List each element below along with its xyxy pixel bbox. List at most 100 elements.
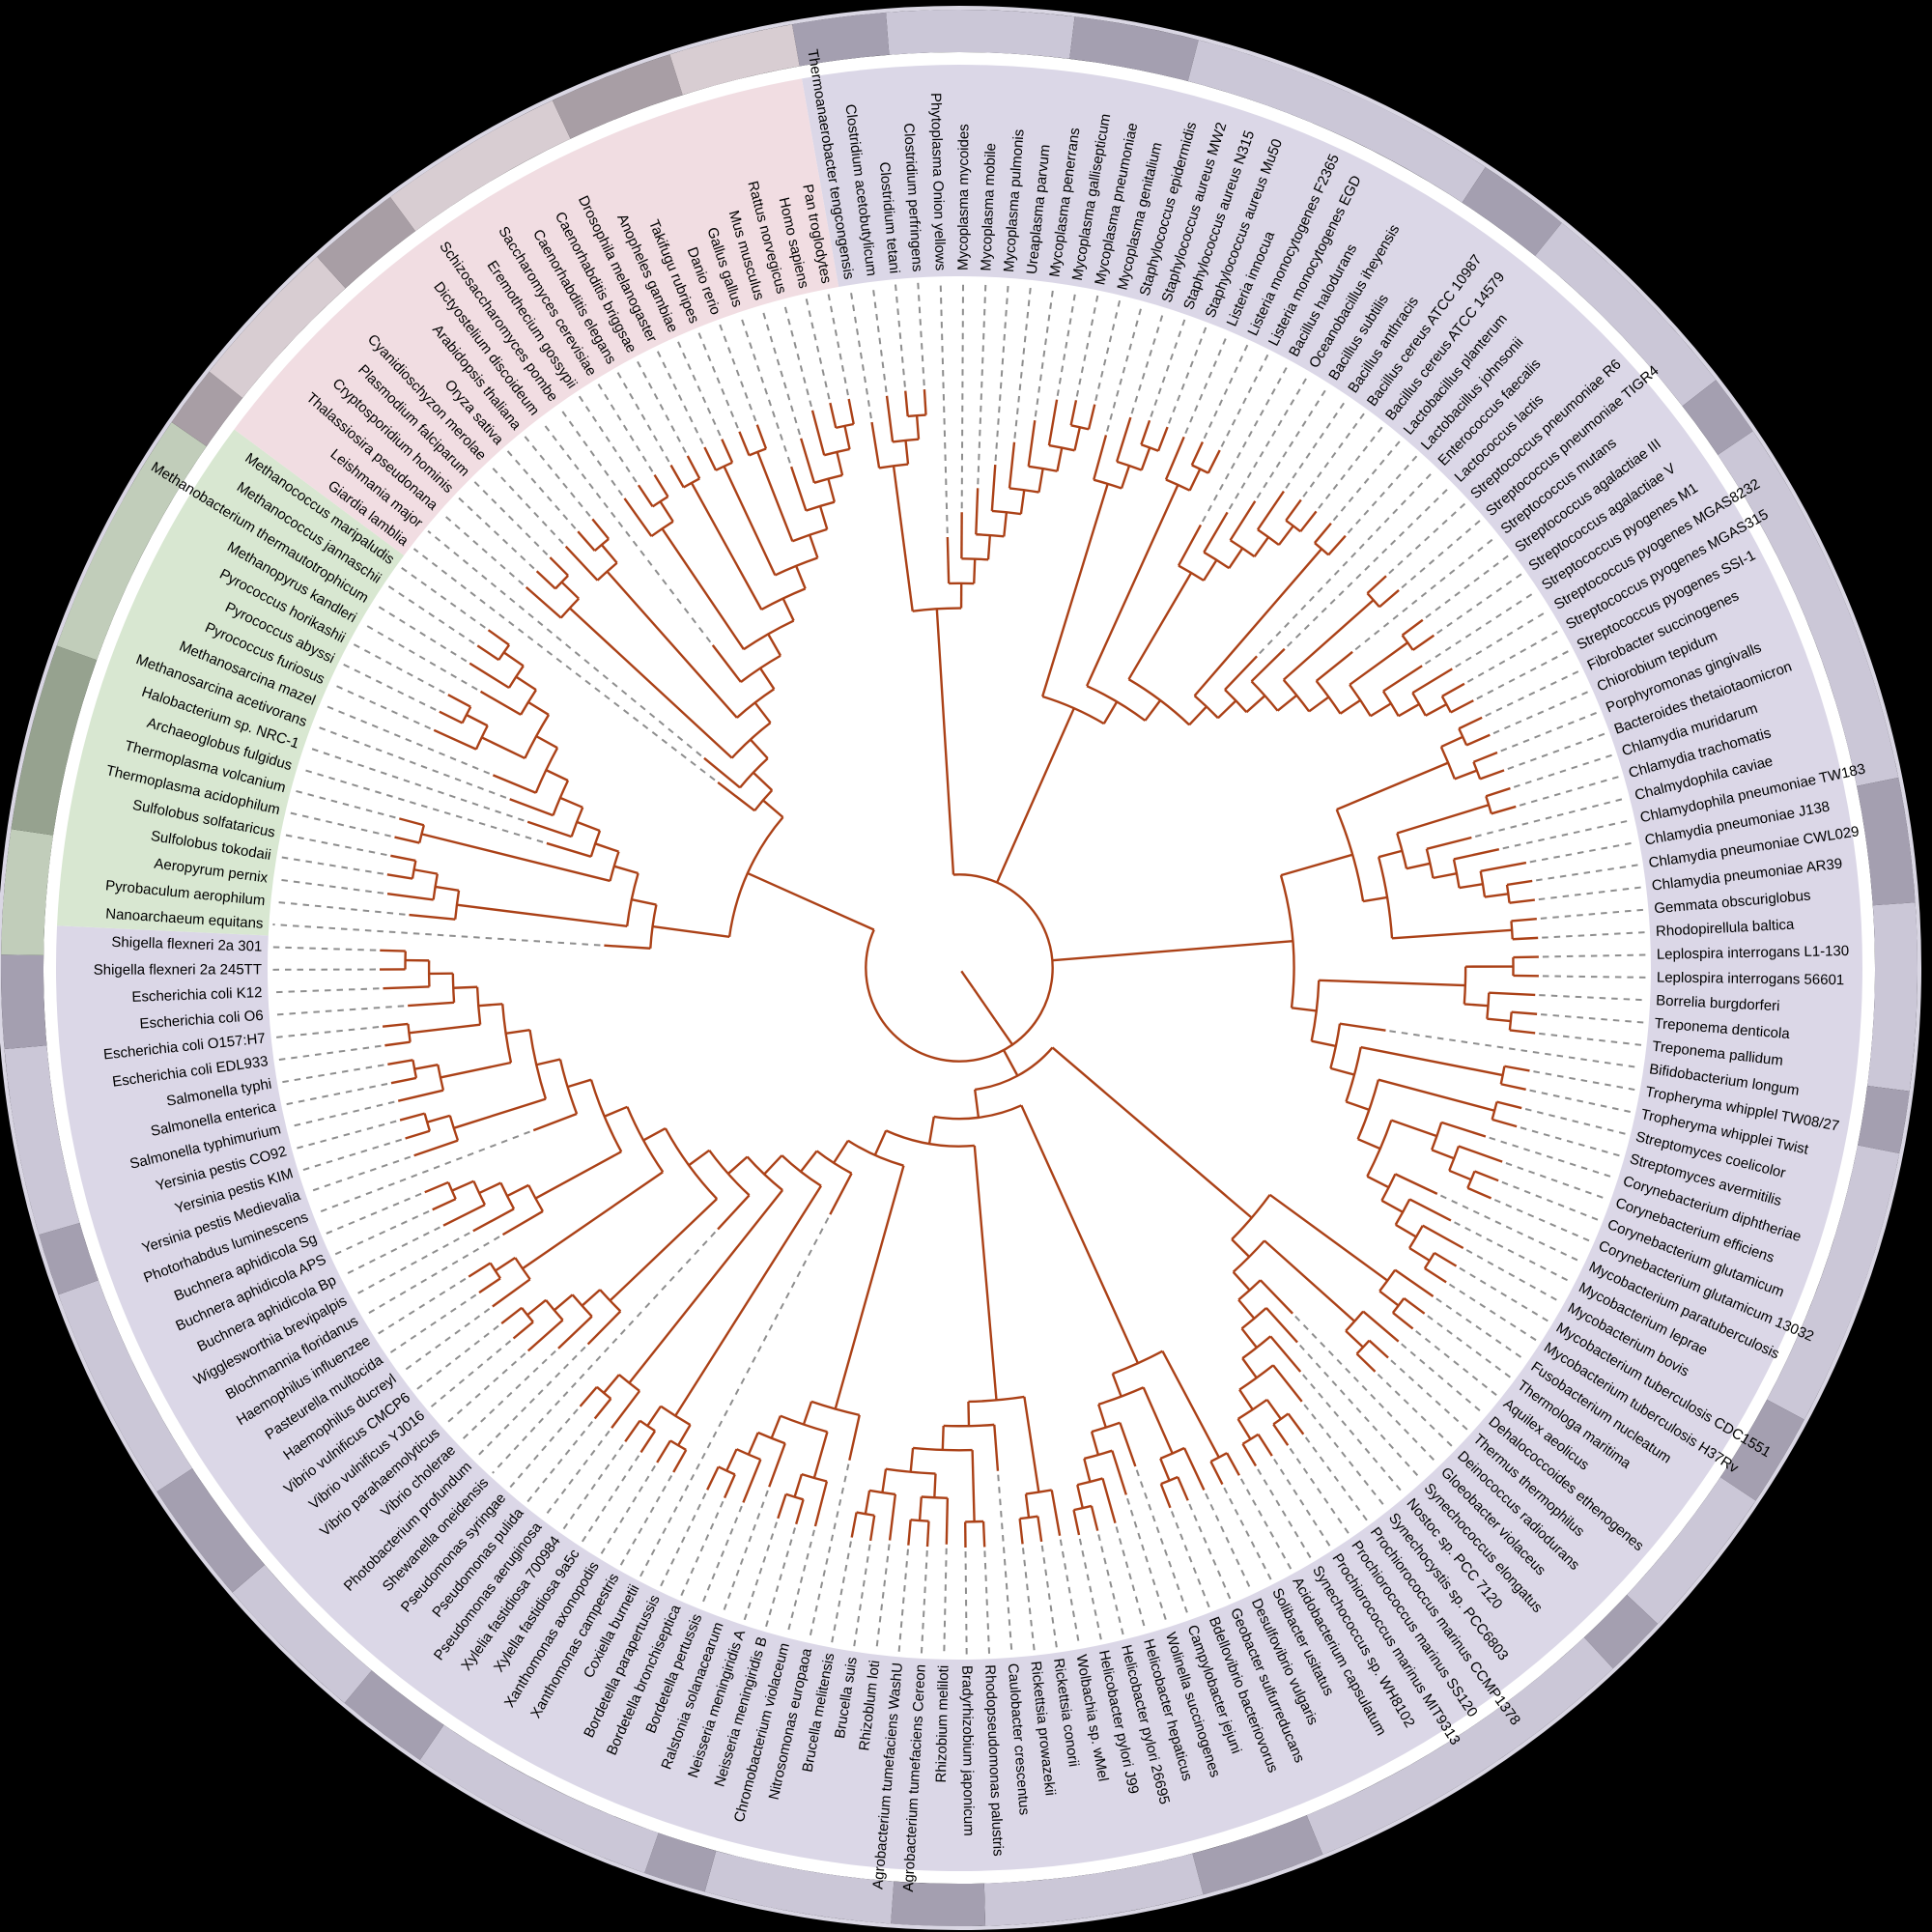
tree-branch-arc [748,447,767,457]
outer-ring-segment [1583,1594,1659,1669]
tree-branch [637,484,654,507]
outer-ring-segment [1462,166,1562,256]
tree-branch [850,1512,858,1538]
tree-branch [753,701,772,724]
leaf-label[interactable]: Leplospira interrogans 56601 [1657,970,1845,989]
leaf-label[interactable]: Mycoplasma mycoides [955,124,973,270]
tree-branch [435,885,460,892]
leaf-connector-dashed-line [376,1277,467,1336]
tree-branch [1426,836,1472,850]
leaf-connector-dashed-line [1354,536,1496,651]
tree-branch-arc [1048,443,1075,452]
outer-ring-segment [886,10,1075,59]
leaf-label[interactable]: Leplospira interrogans L1-130 [1657,943,1850,963]
tree-root-stub [960,970,975,990]
tree-branch [1159,1483,1172,1509]
tree-branch [1019,490,1026,515]
leaf-connector-dashed-line [341,663,437,711]
tree-branch [813,1481,829,1527]
leaf-connector-dashed-line [1540,908,1645,920]
tree-branch [526,1298,547,1317]
tree-branch [1257,1434,1273,1457]
tree-branch-arc [1408,1225,1424,1249]
leaf-label[interactable]: Shigella flexneri 2a 301 [111,934,262,955]
leaf-label[interactable]: Escherichia coli K12 [131,984,263,1006]
tree-branch [1474,1170,1499,1182]
leaf-connector-dashed-line [1493,1199,1591,1242]
tree-branch [1362,1310,1400,1343]
leaf-connector-dashed-line [1485,669,1580,717]
tree-branch [1440,735,1463,749]
tree-branch [1240,1327,1258,1349]
tree-branch-arc [1070,424,1090,431]
leaf-connector-dashed-line [323,703,491,775]
leaf-connector-dashed-line [894,282,906,387]
tree-branch-arc [965,1520,984,1523]
tree-branch [1459,883,1484,890]
tree-branch-arc [411,860,417,879]
tree-branch-arc [1086,685,1147,722]
tree-branch [915,415,921,440]
leaf-label[interactable]: Shigella flexneri 2a 245TT [94,961,262,978]
leaf-connector-dashed-line [1401,519,1482,589]
leaf-connector-dashed-line [1390,1359,1469,1432]
tree-branch [1485,786,1511,798]
tree-branch [492,774,537,794]
tree-branch [800,438,816,484]
tree-branch [1398,702,1420,718]
tree-branch [677,1424,692,1446]
sector-pink [234,78,839,556]
tree-branch [973,1145,998,1401]
tree-branch [1269,1335,1302,1373]
tree-branch [1264,1239,1356,1322]
tree-branch [646,1406,663,1427]
tree-branch [753,771,774,791]
leaf-label[interactable]: Rhizobium meliloti [933,1665,952,1783]
leaf-connector-dashed-line [964,1550,968,1656]
leaf-connector-dashed-line [1347,454,1419,534]
tree-branch [686,455,701,479]
tree-branch [495,1257,516,1272]
tree-branch-arc [1510,921,1514,940]
leaf-connector-dashed-line [875,1544,891,1651]
leaf-connector-dashed-line [1220,353,1269,447]
leaf-label[interactable]: Bradyrhizobium japonicum [958,1665,977,1836]
leaf-connector-dashed-line [920,1550,928,1655]
tree-branch-arc [475,986,482,1025]
leaf-label[interactable]: Mycoplasma mobile [978,143,999,271]
leaf-connector-dashed-line [1539,1032,1643,1046]
tree-branch [1330,1066,1355,1076]
tree-branch [1203,559,1218,582]
tree-branch [1500,1083,1526,1091]
tree-branch [669,464,685,489]
tree-branch [532,1112,578,1132]
leaf-connector-dashed-line [897,1548,909,1654]
leaf-connector-dashed-line [1427,1315,1513,1379]
tree-branch [1394,1173,1438,1195]
tree-branch [1224,655,1258,691]
tree-branch-arc [626,1106,665,1173]
leaf-connector-dashed-line [1205,1492,1253,1592]
tree-branch [810,410,826,456]
tree-branch [904,390,909,417]
leaf-label[interactable]: Borrelia burgdorferi [1656,992,1780,1014]
tree-branch [1313,522,1332,544]
outer-ring-segment [389,99,571,232]
tree-branch [973,558,977,584]
tree-branch [1159,1458,1171,1482]
tree-branch [653,473,669,497]
tree-branch [545,769,569,782]
leaf-connector-dashed-line [1529,1089,1633,1114]
leaf-connector-dashed-line [1454,1221,1572,1284]
outer-ring-segment [1,829,54,955]
tree-branch [747,1432,759,1456]
tree-branch [1087,404,1096,430]
leaf-connector-dashed-line [271,987,380,994]
tree-branch [1056,447,1064,471]
leaf-connector-dashed-line [543,1430,611,1518]
tree-branch-arc [885,1467,936,1475]
tree-branch [1241,1357,1258,1378]
leaf-label[interactable]: Phytoplasma Onion yellows [927,93,949,271]
tree-branch [1466,1186,1492,1200]
tree-branch [593,1398,612,1420]
